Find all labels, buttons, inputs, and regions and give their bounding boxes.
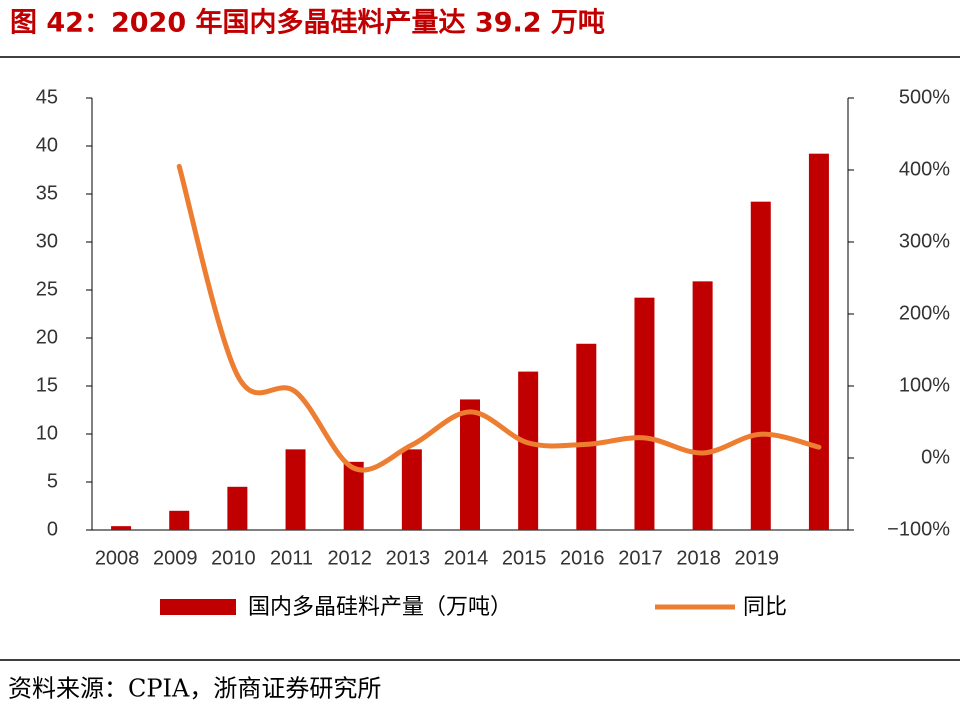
y2-tick-label: 400%	[899, 158, 950, 180]
y-tick-label: 5	[47, 470, 58, 492]
y-tick-label: 15	[36, 374, 58, 396]
x-tick-label: 2008	[95, 547, 140, 569]
x-tick-label: 2010	[211, 547, 256, 569]
x-tick-label: 2009	[153, 547, 198, 569]
x-tick-label: 2014	[444, 547, 489, 569]
bar	[518, 371, 539, 530]
bar	[460, 399, 480, 530]
legend-label: 国内多晶硅料产量（万吨）	[248, 595, 512, 620]
bar	[169, 510, 190, 530]
line-series	[176, 163, 822, 473]
bar	[634, 297, 655, 530]
bar	[808, 153, 829, 530]
y-tick-label: 40	[36, 134, 58, 156]
bar	[750, 201, 771, 530]
x-tick-label: 2016	[560, 547, 605, 569]
y2-tick-label: 200%	[899, 302, 950, 324]
legend-label: 同比	[743, 595, 787, 620]
x-tick-label: 2015	[502, 547, 547, 569]
y-tick-label: 0	[47, 518, 58, 540]
bar	[227, 486, 248, 530]
y2-tick-label: 0%	[921, 446, 950, 468]
y-tick-label: 20	[36, 326, 58, 348]
y-tick-label: 30	[36, 230, 58, 252]
source: 资料来源：CPIA，浙商证券研究所	[8, 675, 381, 703]
legend-swatch	[160, 599, 236, 615]
bar	[285, 449, 306, 530]
x-tick-label: 2012	[327, 547, 372, 569]
bar	[692, 281, 713, 530]
x-tick-label: 2013	[386, 547, 431, 569]
bar	[576, 343, 597, 530]
x-tick-label: 2018	[676, 547, 721, 569]
y-tick-label: 25	[36, 278, 58, 300]
y2-tick-label: 100%	[899, 374, 950, 396]
x-tick-label: 2019	[735, 547, 780, 569]
x-tick-label: 2011	[270, 547, 313, 569]
y2-tick-label: −100%	[887, 518, 950, 540]
y2-tick-label: 300%	[899, 230, 950, 252]
bar	[343, 461, 364, 530]
bar	[401, 449, 422, 530]
y-tick-label: 45	[36, 86, 58, 108]
y2-tick-label: 500%	[899, 86, 950, 108]
y-tick-label: 35	[36, 182, 58, 204]
chart-title: 图 42：2020 年国内多晶硅料产量达 39.2 万吨	[10, 7, 605, 39]
y-tick-label: 10	[36, 422, 58, 444]
bar	[111, 526, 132, 530]
x-tick-label: 2017	[618, 547, 663, 569]
